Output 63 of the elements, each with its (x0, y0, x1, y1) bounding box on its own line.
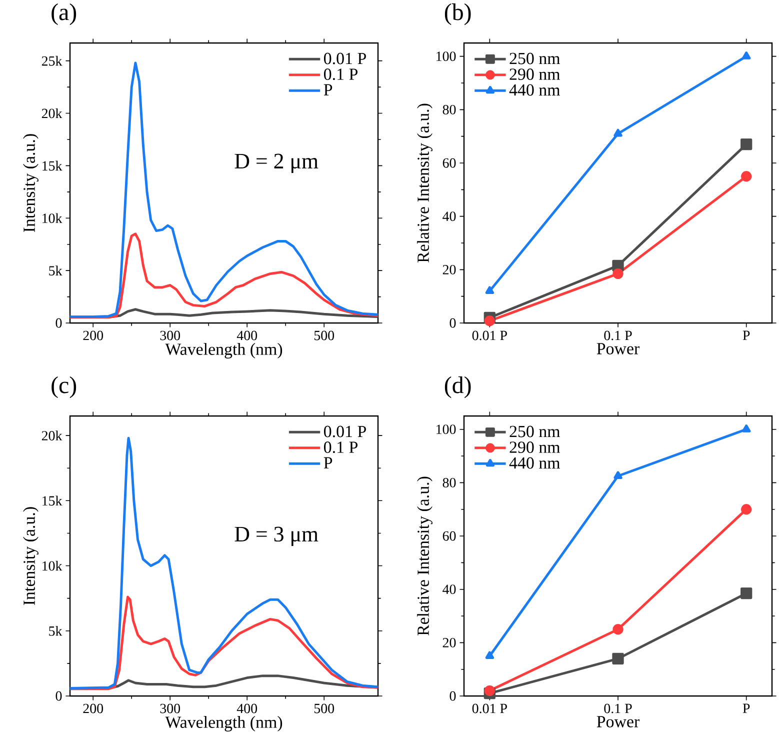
legend-label: 290 nm (510, 68, 560, 80)
y-tick-label: 5k (49, 626, 62, 636)
y-tick-label: 80 (442, 104, 456, 114)
y-tick-label: 0 (56, 691, 62, 701)
legend-label: P (324, 457, 332, 468)
y-tick-label: 15k (42, 160, 62, 171)
x-tick-label: P (742, 704, 750, 713)
x-axis-title: Power (596, 343, 640, 354)
x-tick-label: 200 (83, 330, 104, 340)
y-tick-label: 60 (442, 158, 456, 168)
y-tick-label: 10k (42, 560, 62, 571)
x-tick-label: 400 (236, 704, 258, 714)
legend-label: 0.1 P (324, 442, 358, 454)
y-tick-label: 40 (442, 584, 456, 594)
x-tick-label: 0.1 P (604, 704, 632, 714)
y-tick-label: 20k (42, 108, 62, 118)
x-tick-label: 300 (160, 330, 180, 340)
y-tick-label: 100 (436, 52, 456, 62)
y-tick-label: 10k (42, 213, 62, 224)
y-tick-label: 60 (442, 531, 456, 541)
chart-title: (c) (52, 376, 76, 398)
legend-label: 440 nm (509, 457, 560, 469)
legend-label: 250 nm (510, 426, 560, 438)
legend-label: P (324, 84, 332, 96)
y-tick-label: 0 (56, 318, 62, 328)
y-tick-label: 15k (42, 496, 62, 506)
x-tick-label: 500 (314, 704, 334, 714)
y-tick-label: 20 (442, 638, 456, 648)
y-tick-label: 100 (436, 424, 456, 434)
legend-label: 0.01 P (324, 52, 366, 64)
x-tick-label: P (742, 330, 750, 340)
y-tick-label: 20 (442, 264, 456, 274)
x-tick-label: 300 (160, 704, 180, 714)
annotation: D = 2 μm (234, 154, 318, 173)
x-tick-label: 0.1 P (604, 330, 632, 340)
y-axis-title: Relative Intensity (a.u.) (417, 476, 432, 636)
y-axis-title: Intensity (a.u.) (23, 134, 38, 232)
legend-label: 0.1 P (324, 68, 358, 80)
legend-label: 290 nm (510, 442, 560, 453)
legend-label: 440 nm (509, 84, 560, 96)
chart-title: (b) (444, 3, 471, 26)
chart-title: (a) (52, 3, 76, 26)
y-tick-label: 20k (42, 430, 62, 440)
x-tick-label: 400 (236, 330, 258, 340)
y-axis-title: Intensity (a.u.) (23, 507, 38, 606)
y-tick-label: 40 (442, 212, 456, 222)
y-tick-label: 25k (42, 56, 62, 66)
x-axis-title: Wavelength (nm) (165, 343, 282, 358)
legend-label: 0.01 P (324, 426, 366, 438)
chart-title: (d) (444, 376, 471, 398)
x-tick-label: 500 (314, 330, 334, 340)
x-axis-title: Power (596, 716, 640, 728)
x-tick-label: 0.01 P (472, 704, 507, 714)
annotation: D = 3 μm (234, 526, 318, 546)
x-tick-label: 200 (83, 704, 104, 714)
x-tick-label: 0.01 P (472, 330, 507, 340)
legend-label: 250 nm (510, 52, 560, 64)
y-tick-label: 0 (450, 691, 456, 701)
y-tick-label: 80 (442, 478, 456, 488)
y-tick-label: 5k (49, 266, 62, 276)
y-tick-label: 0 (450, 318, 456, 328)
y-axis-title: Relative Intensity (a.u.) (417, 104, 432, 262)
x-axis-title: Wavelength (nm) (165, 716, 282, 732)
